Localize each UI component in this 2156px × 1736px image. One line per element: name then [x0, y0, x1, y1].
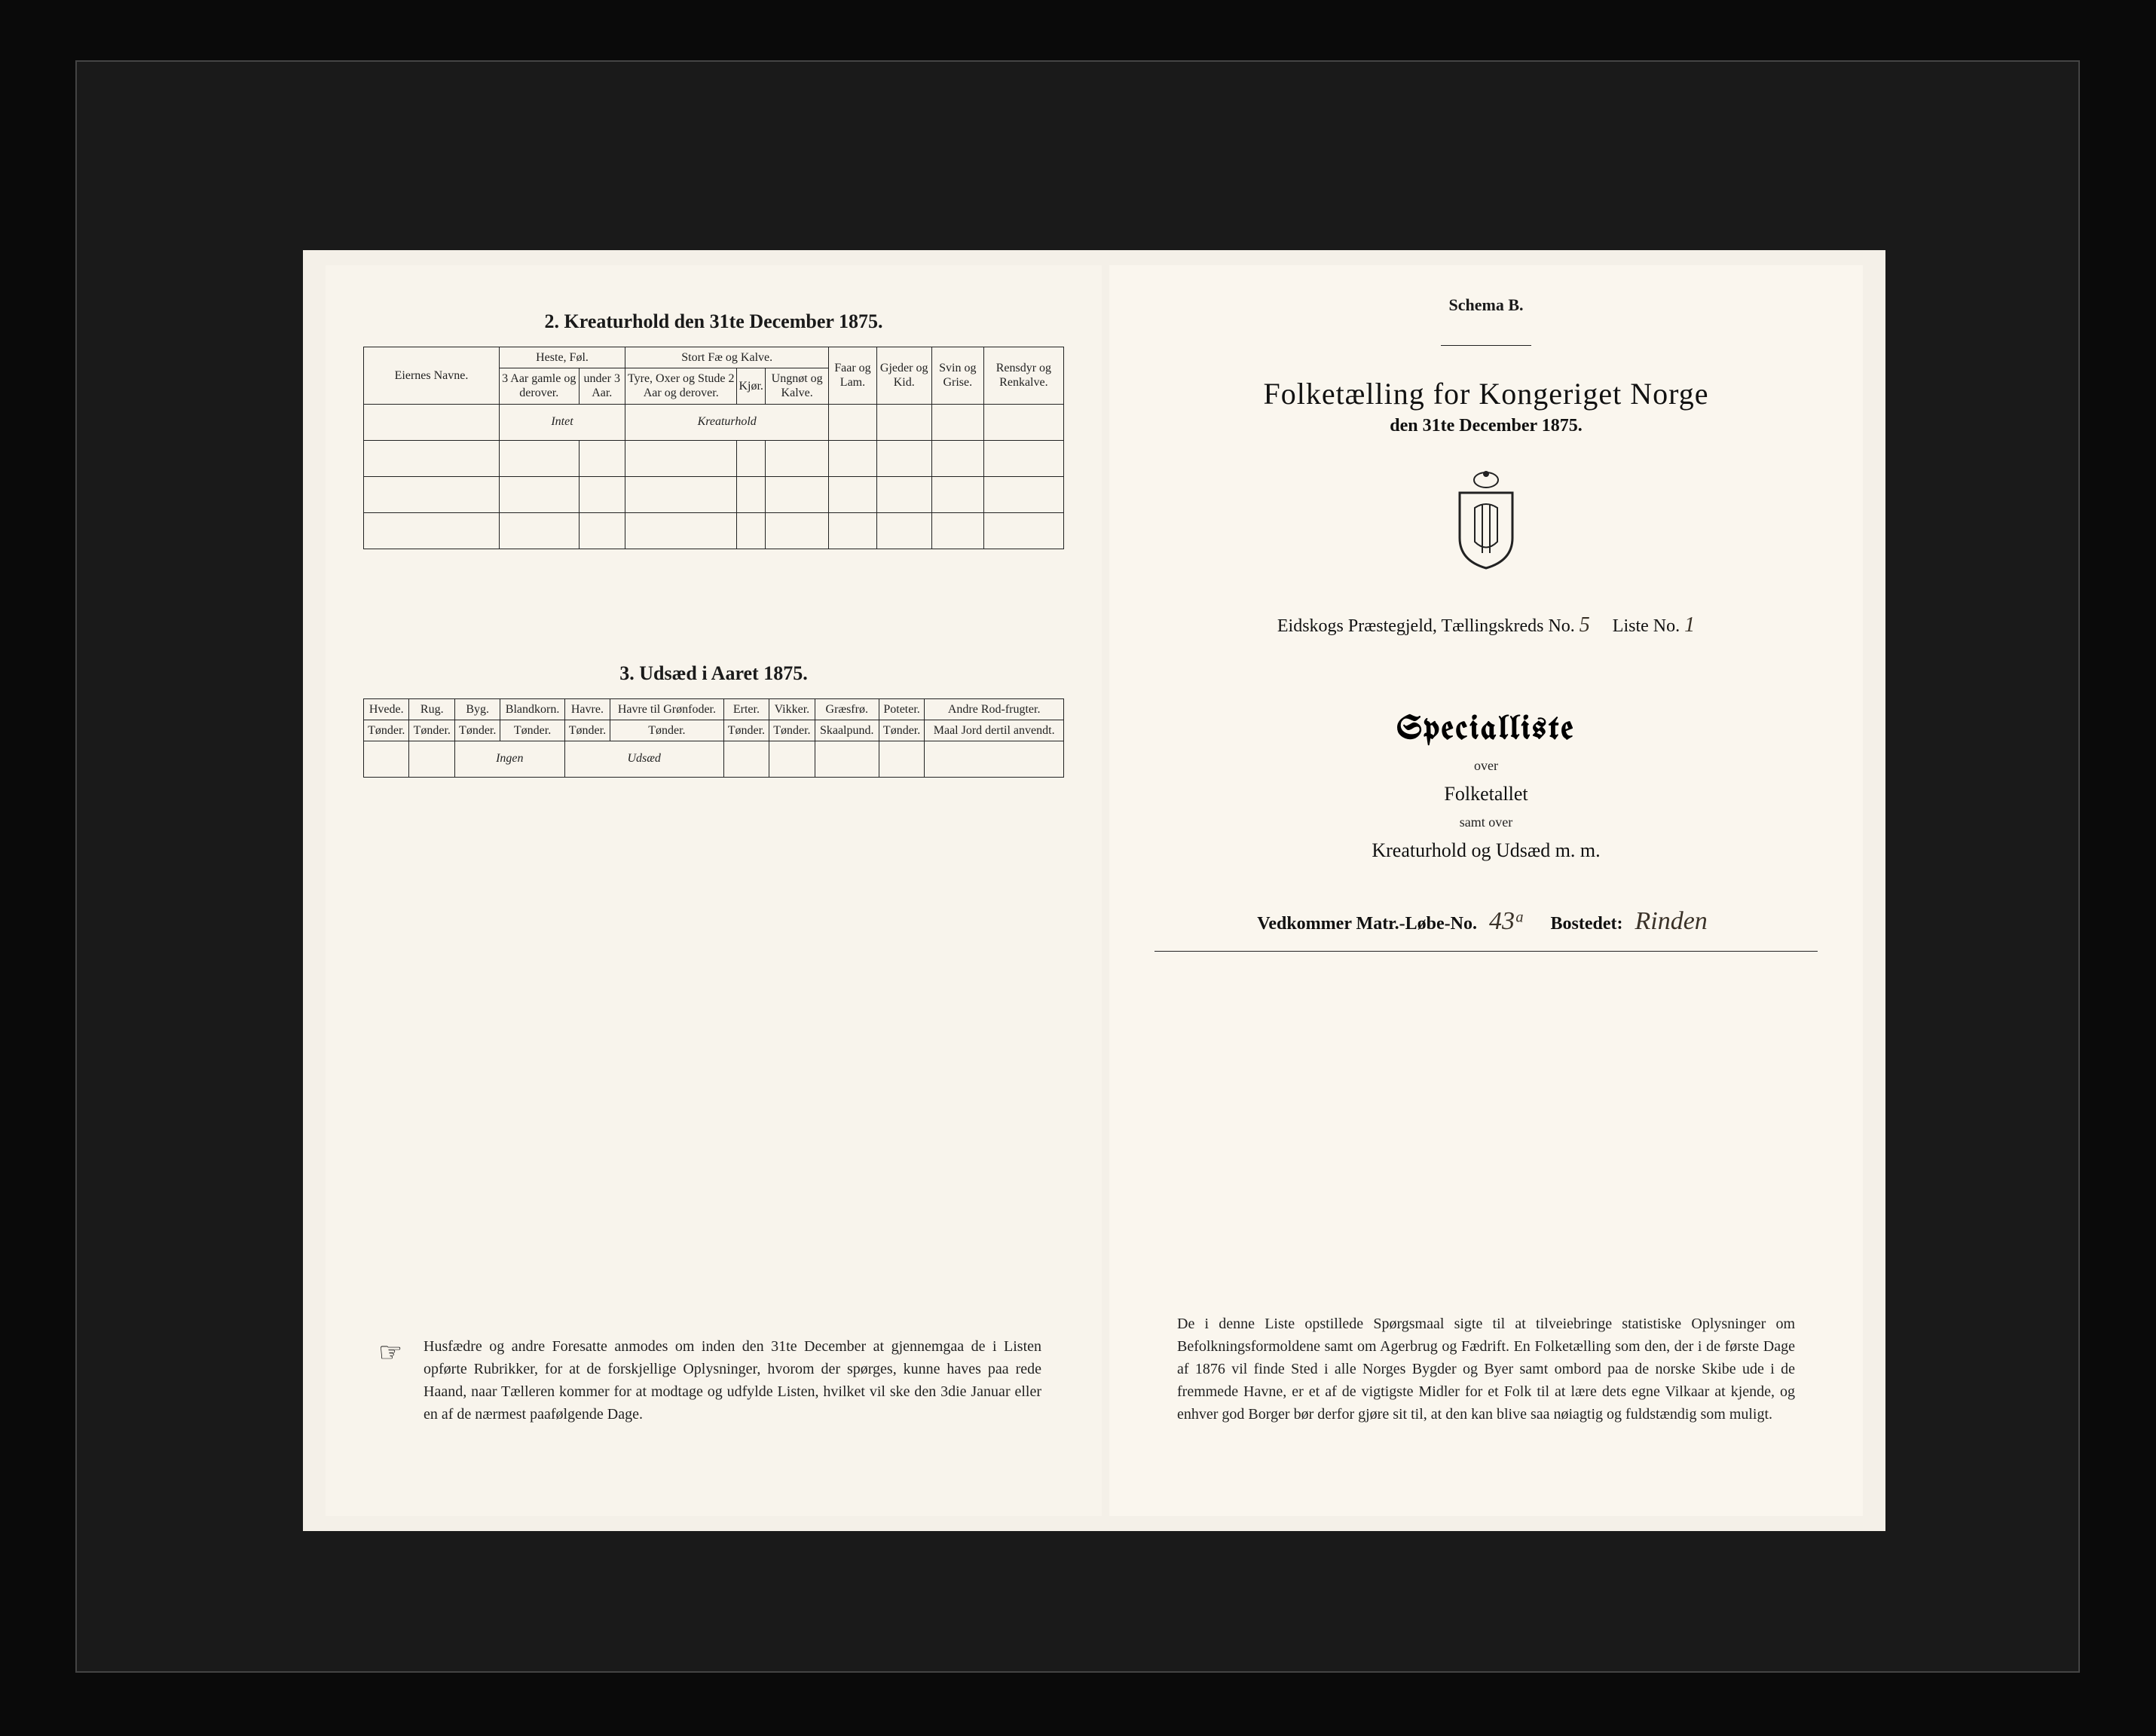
- unit-tonder: Tønder.: [723, 720, 769, 741]
- col-goats: Gjeder og Kid.: [876, 347, 931, 405]
- unit-tonder: Tønder.: [564, 720, 610, 741]
- col-hvede: Hvede.: [364, 698, 409, 720]
- col-pigs: Svin og Grise.: [931, 347, 983, 405]
- specialliste-title: Specialliste: [1154, 713, 1818, 747]
- table-row: [364, 476, 1064, 512]
- over-label: over: [1154, 758, 1818, 774]
- bostedet-value: Rinden: [1627, 907, 1714, 935]
- parish-label: Eidskogs Præstegjeld, Tællingskreds No.: [1277, 616, 1575, 636]
- col-erter: Erter.: [723, 698, 769, 720]
- film-frame: 2. Kreaturhold den 31te December 1875. E…: [75, 60, 2080, 1673]
- parish-line: Eidskogs Præstegjeld, Tællingskreds No. …: [1154, 613, 1818, 637]
- unit-skaalpund: Skaalpund.: [815, 720, 879, 741]
- vedkommer-line: Vedkommer Matr.-Løbe-No. 43ᵃ Bostedet: R…: [1154, 907, 1818, 936]
- col-cattle-c: Ungnøt og Kalve.: [765, 368, 828, 404]
- col-cattle-a: Tyre, Oxer og Stude 2 Aar og derover.: [625, 368, 737, 404]
- col-havre: Havre.: [564, 698, 610, 720]
- unit-tonder: Tønder.: [454, 720, 500, 741]
- folketallet-label: Folketallet: [1154, 783, 1818, 805]
- col-cattle-group: Stort Fæ og Kalve.: [625, 347, 829, 368]
- schema-label: Schema B.: [1154, 295, 1818, 315]
- right-footer-note: De i denne Liste opstillede Spørgsmaal s…: [1177, 1313, 1795, 1426]
- unit-tonder: Tønder.: [610, 720, 724, 741]
- vedkommer-label: Vedkommer Matr.-Løbe-No.: [1257, 914, 1477, 934]
- col-andre: Andre Rod-frugter.: [925, 698, 1064, 720]
- seed-table: Hvede. Rug. Byg. Blandkorn. Havre. Havre…: [363, 698, 1064, 778]
- unit-tonder: Tønder.: [500, 720, 564, 741]
- divider: [1441, 345, 1531, 346]
- matr-no: 43ᵃ: [1482, 907, 1533, 935]
- col-bland: Blandkorn.: [500, 698, 564, 720]
- col-horses-a: 3 Aar gamle og derover.: [500, 368, 580, 404]
- kreatur-label: Kreaturhold og Udsæd m. m.: [1154, 839, 1818, 862]
- livestock-hand-a: Intet: [500, 404, 625, 440]
- livestock-hand-b: Kreaturhold: [625, 404, 829, 440]
- unit-tonder: Tønder.: [364, 720, 409, 741]
- samtover-label: samt over: [1154, 815, 1818, 830]
- liste-label: Liste No.: [1613, 616, 1680, 636]
- section-3-title: 3. Udsæd i Aaret 1875.: [363, 662, 1064, 685]
- livestock-table: Eiernes Navne. Heste, Føl. Stort Fæ og K…: [363, 347, 1064, 549]
- seed-hand-b: Udsæd: [564, 741, 723, 777]
- unit-tonder: Tønder.: [879, 720, 924, 741]
- col-havregron: Havre til Grønfoder.: [610, 698, 724, 720]
- col-poteter: Poteter.: [879, 698, 924, 720]
- col-grasfro: Græsfrø.: [815, 698, 879, 720]
- table-row: Ingen Udsæd: [364, 741, 1064, 777]
- col-sheep: Faar og Lam.: [829, 347, 876, 405]
- col-horses-group: Heste, Føl.: [500, 347, 625, 368]
- seed-hand-a: Ingen: [454, 741, 564, 777]
- col-reindeer: Rensdyr og Renkalve.: [983, 347, 1063, 405]
- kreds-no: 5: [1580, 613, 1590, 637]
- left-footer-note: Husfædre og andre Foresatte anmodes om i…: [424, 1335, 1041, 1426]
- col-horses-b: under 3 Aar.: [579, 368, 625, 404]
- bostedet-label: Bostedet:: [1551, 914, 1623, 934]
- census-date: den 31te December 1875.: [1154, 416, 1818, 436]
- section-2-title: 2. Kreaturhold den 31te December 1875.: [363, 310, 1064, 333]
- coat-of-arms-icon: [1154, 466, 1818, 576]
- left-page: 2. Kreaturhold den 31te December 1875. E…: [326, 265, 1102, 1516]
- table-row: [364, 440, 1064, 476]
- col-owners: Eiernes Navne.: [364, 347, 500, 405]
- divider: [1154, 951, 1818, 952]
- unit-tonder: Tønder.: [409, 720, 454, 741]
- unit-maal: Maal Jord dertil anvendt.: [925, 720, 1064, 741]
- table-row: Intet Kreaturhold: [364, 404, 1064, 440]
- col-cattle-b: Kjør.: [737, 368, 765, 404]
- unit-tonder: Tønder.: [769, 720, 815, 741]
- col-byg: Byg.: [454, 698, 500, 720]
- col-rug: Rug.: [409, 698, 454, 720]
- liste-no: 1: [1684, 613, 1695, 637]
- table-row: [364, 512, 1064, 549]
- col-vikker: Vikker.: [769, 698, 815, 720]
- right-page: Schema B. Folketælling for Kongeriget No…: [1109, 265, 1863, 1516]
- census-title: Folketælling for Kongeriget Norge: [1154, 376, 1818, 411]
